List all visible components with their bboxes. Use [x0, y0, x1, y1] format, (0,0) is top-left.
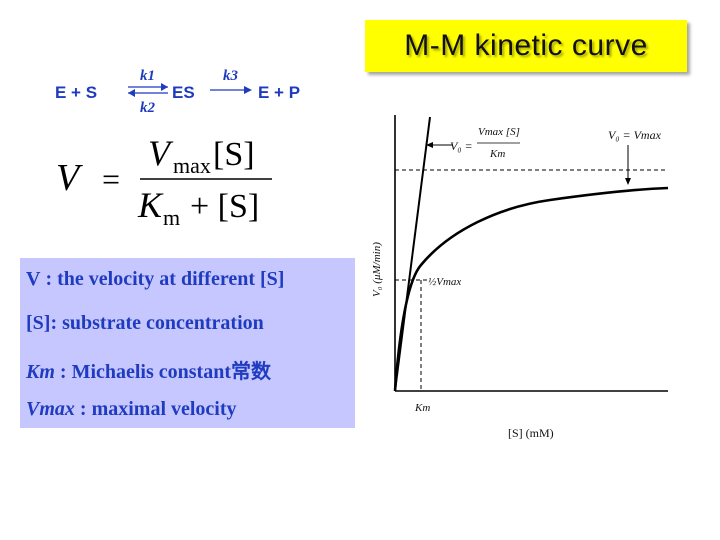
km-label: Km: [414, 402, 430, 414]
numerator-max-subscript: max: [173, 153, 211, 178]
definition-text: : maximal velocity: [79, 398, 237, 420]
initial-rate-line: [394, 116, 431, 392]
y-axis-label: V₀ (μM/min): [371, 242, 383, 297]
numerator-v: V: [148, 133, 174, 173]
definition-vmax: Vmax : maximal velocity: [26, 398, 237, 421]
x-axis-label: [S] (mM): [508, 426, 554, 440]
definition-text: : Michaelis constant常数: [59, 361, 271, 383]
definition-text: substrate concentration: [62, 312, 264, 334]
definition-term: [S]:: [26, 312, 58, 334]
reaction-complex: ES: [172, 83, 195, 102]
reverse-arrow-head: [128, 89, 135, 97]
michaelis-menten-equation: V = V max [S] K m + [S]: [56, 133, 272, 230]
reaction-scheme: E + S k1 k2 ES k3 E + P: [55, 68, 300, 116]
vmax-label-arrowhead: [625, 178, 631, 185]
definitions-box: V : the velocity at different [S] [S]: s…: [20, 258, 355, 428]
forward-arrow-head: [161, 83, 168, 91]
definition-term: V :: [26, 268, 53, 290]
rate-constant-k1: k1: [140, 68, 155, 84]
definition-s: [S]: substrate concentration: [26, 312, 264, 335]
slide-title: M-M kinetic curve: [404, 29, 648, 62]
definition-v: V : the velocity at different [S]: [26, 268, 284, 291]
denominator-k: K: [137, 185, 164, 225]
definition-text: the velocity at different [S]: [57, 268, 285, 290]
product-arrow-head: [244, 86, 252, 94]
linear-label-numerator: Vmax [S]: [478, 126, 520, 138]
numerator-substrate: [S]: [213, 136, 255, 173]
slide-title-box: M-M kinetic curve: [365, 20, 687, 72]
definition-km: Km : Michaelis constant常数: [26, 355, 271, 384]
rate-constant-k2: k2: [140, 100, 156, 116]
denominator-rest: + [S]: [190, 188, 259, 225]
reaction-products: E + P: [258, 83, 300, 102]
definition-term: Km: [26, 361, 55, 383]
denominator-m-subscript: m: [163, 205, 180, 230]
definition-term: Vmax: [26, 398, 75, 420]
vmax-label: V₀ = Vmax: [608, 128, 662, 142]
linear-label-v0: V₀ =: [450, 139, 473, 153]
equation-lhs: V: [56, 157, 83, 199]
mm-kinetic-graph: V₀ = Vmax [S] Km V₀ = Vmax ½Vmax Km [S] …: [371, 115, 669, 440]
rate-constant-k3: k3: [223, 68, 239, 84]
half-vmax-label: ½Vmax: [428, 276, 461, 288]
reaction-reactants: E + S: [55, 83, 97, 102]
linear-label-denominator: Km: [489, 148, 505, 160]
equation-equals: =: [102, 161, 120, 197]
michaelis-menten-curve: [393, 186, 669, 392]
linear-label-arrowhead: [426, 142, 433, 148]
